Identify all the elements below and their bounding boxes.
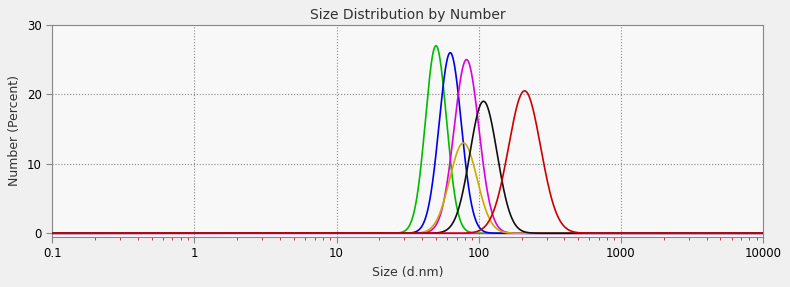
X-axis label: Size (d.nm): Size (d.nm) (372, 266, 443, 279)
Title: Size Distribution by Number: Size Distribution by Number (310, 8, 506, 22)
Y-axis label: Number (Percent): Number (Percent) (9, 75, 21, 186)
